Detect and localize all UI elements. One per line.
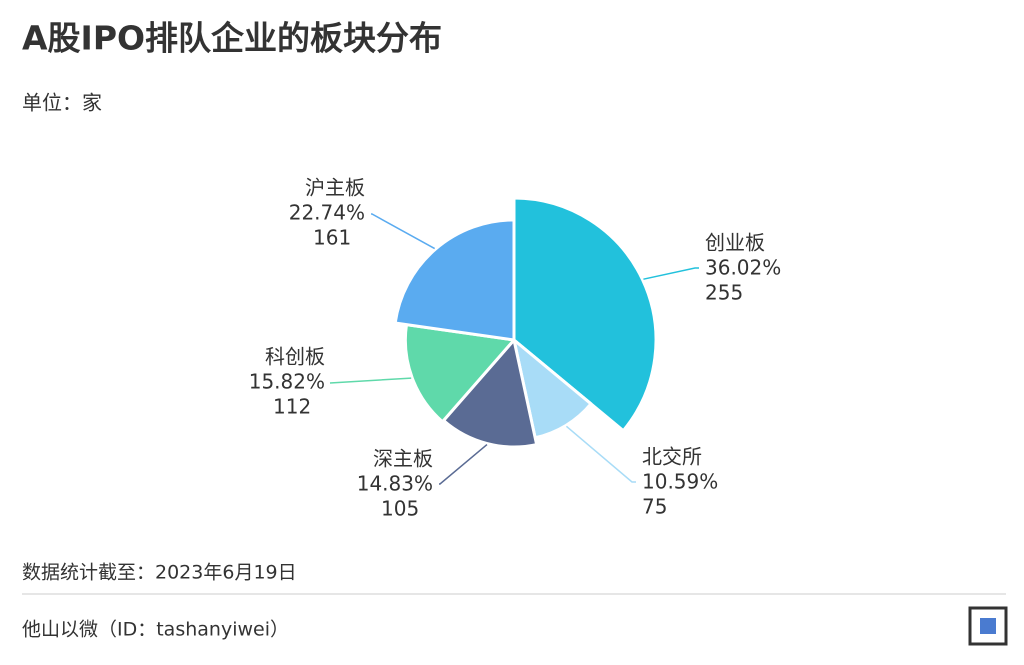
unit: 单位：家 [22, 91, 102, 115]
value-label: 112 [273, 395, 311, 419]
value-label: 255 [705, 281, 743, 305]
share-label: 36.02% [705, 256, 781, 280]
chart-title: A股IPO排队企业的板块分布 [22, 19, 442, 58]
share-label: 14.83% [357, 472, 433, 496]
share-label: 10.59% [642, 470, 718, 494]
source: 他山以微（ID：tashanyiwei） [22, 619, 289, 641]
pie-slice [512, 196, 658, 433]
slice-label: 科创板 [265, 345, 325, 369]
share-label: 22.74% [289, 201, 365, 225]
leader-line [565, 425, 636, 483]
note: 数据统计截至：2023年6月19日 [22, 562, 297, 584]
leader-line [329, 377, 412, 384]
slice-label: 北交所 [642, 445, 702, 469]
value-label: 105 [381, 497, 419, 521]
slice-label: 深主板 [373, 447, 433, 471]
pie-slice [403, 323, 516, 424]
slice-label: 创业板 [705, 231, 765, 255]
value-label: 75 [642, 495, 667, 519]
leader-line [439, 443, 488, 485]
leader-line [371, 213, 436, 250]
pie-slice [393, 218, 516, 342]
qr-code-center [980, 618, 996, 634]
slice-label: 沪主板 [305, 176, 365, 200]
share-label: 15.82% [249, 370, 325, 394]
leader-line [643, 267, 699, 280]
value-label: 161 [313, 226, 351, 250]
pie-slice [442, 338, 539, 449]
